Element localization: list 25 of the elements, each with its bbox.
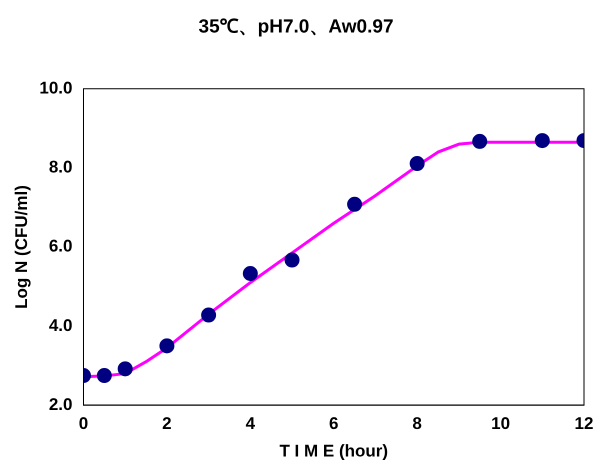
x-axis-title: T I M E (hour) (279, 441, 388, 460)
point (472, 134, 488, 149)
y-tick-label: 8.0 (48, 158, 72, 177)
point (534, 133, 550, 148)
point (96, 368, 112, 384)
point (242, 266, 258, 281)
point (410, 156, 425, 172)
x-tick-label: 8 (412, 414, 422, 434)
y-tick-label: 2.0 (48, 394, 72, 414)
x-tick-label: 2 (162, 414, 172, 434)
y-tick-label: 6.0 (48, 236, 72, 256)
point (201, 308, 216, 323)
x-tick-label: 10 (491, 414, 510, 434)
x-tick-label: 6 (329, 414, 338, 434)
chart-title: 35℃、pH7.0、Aw0.97 (198, 16, 394, 38)
y-tick-label: 10.0 (39, 78, 72, 98)
y-tick-label: 4.0 (48, 316, 72, 335)
y-axis-title: Log N (CFU/ml) (12, 185, 31, 309)
point (347, 196, 362, 212)
point (284, 252, 300, 268)
point (159, 338, 174, 354)
point (118, 361, 133, 376)
x-tick-label: 4 (246, 414, 256, 434)
x-tick-label: 0 (78, 414, 88, 434)
x-tick-label: 12 (574, 414, 594, 434)
